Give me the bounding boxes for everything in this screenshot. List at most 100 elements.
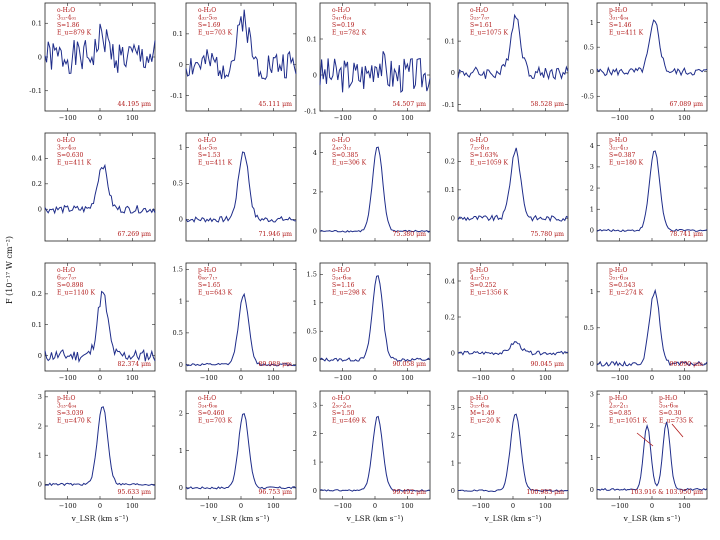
y-tick-label: 0.2 [32, 290, 43, 298]
y-tick-label: 0 [590, 227, 594, 235]
x-axis-label: v_LSR (km s⁻¹) [623, 514, 681, 523]
line-annotation: S=1.46 [609, 22, 632, 29]
line-annotation: o-H₂O [198, 7, 216, 14]
line-annotation: o-H₂O [198, 395, 216, 402]
y-tick-label: 0 [313, 227, 317, 235]
line-annotation: E_u=703 K [198, 30, 233, 37]
x-tick-label: 0 [98, 502, 102, 510]
line-annotation: E_u=298 K [332, 290, 367, 297]
x-tick-label: 100 [539, 374, 552, 382]
y-tick-label: 3 [590, 390, 594, 398]
y-tick-label: 2 [590, 184, 594, 192]
line-annotation: E_u=1140 K [57, 290, 95, 297]
line-annotation: E_u=703 K [198, 418, 233, 425]
line-annotation: 2₂₀-2₁₁ [609, 403, 628, 410]
line-annotation: E_u=411 K [609, 30, 644, 37]
y-tick-label: 0 [451, 349, 455, 357]
wavelength-label: 54.507 μm [392, 101, 426, 108]
line-annotation: p-H₂O [609, 7, 628, 14]
line-annotation: p-H₂O [470, 395, 489, 402]
y-tick-label: -0.1 [304, 107, 317, 115]
wavelength-label: 44.195 μm [117, 101, 151, 108]
line-annotation: 5₂₄-6₀₆ [332, 275, 352, 282]
wavelength-label: 75.380 μm [392, 231, 426, 238]
y-tick-label: 0 [451, 215, 455, 223]
y-tick-label: 0.1 [307, 35, 318, 43]
x-tick-label: −100 [334, 374, 352, 382]
line-annotation: p-H₂O [198, 267, 217, 274]
wavelength-label: 78.741 μm [669, 231, 703, 238]
y-tick-label: -0.1 [442, 101, 455, 109]
x-tick-label: 0 [373, 374, 377, 382]
line-annotation: S=0.630 [57, 152, 83, 159]
line-annotation: E_u=470 K [57, 418, 92, 425]
y-tick-label: 0 [590, 360, 594, 368]
line-annotation: E_u=20 K [470, 418, 501, 425]
y-tick-label: 1 [590, 206, 594, 214]
wavelength-label: 90.090 μm [669, 361, 703, 368]
line-annotation: S=3.039 [57, 410, 83, 417]
y-axis-label: F (10⁻¹⁷ W cm⁻²) [5, 236, 14, 304]
x-tick-label: 0 [650, 502, 654, 510]
line-annotation: E_u=306 K [332, 160, 367, 167]
y-tick-label: 0.1 [173, 30, 184, 38]
wavelength-label: 100.983 μm [527, 489, 565, 496]
line-annotation: 4₃₂-5₀₅ [198, 15, 218, 22]
wavelength-label: 58.528 μm [530, 101, 564, 108]
wavelength-label: 95.633 μm [117, 489, 151, 496]
x-axis-label: v_LSR (km s⁻¹) [484, 514, 542, 523]
y-tick-label: 0 [313, 356, 317, 364]
y-tick-label: 1 [179, 144, 183, 152]
y-tick-label: 1 [179, 447, 183, 455]
y-tick-label: 2 [313, 430, 317, 438]
wavelength-label: 90.045 μm [530, 361, 564, 368]
line-annotation: S=1.63% [470, 152, 498, 159]
line-annotation: 2₄₃-3₁₂ [332, 145, 352, 152]
line-annotation: M=1.49 [470, 410, 495, 417]
y-tick-label: 1 [590, 454, 594, 462]
y-tick-label: -0.1 [170, 92, 183, 100]
line-annotation: o-H₂O [470, 7, 488, 14]
wavelength-label: 103.916 & 103.950 μm [631, 489, 704, 496]
x-tick-label: −100 [472, 502, 490, 510]
y-tick-label: 1.5 [173, 266, 184, 274]
spectrum-trace [457, 413, 569, 493]
y-tick-label: 3 [590, 163, 594, 171]
spectrum-trace [44, 23, 156, 74]
line-annotation: S=0.385 [332, 152, 358, 159]
line-annotation-2: p-H₂O [659, 395, 678, 402]
y-tick-label: -0.5 [581, 93, 594, 101]
line-annotation: p-H₂O [609, 267, 628, 274]
panel-3: −100 0 100 -0.1 0 0.1 o-H₂O5₄₁-6₂₄S=0.19E_u=78… [304, 2, 431, 122]
line-annotation: o-H₂O [57, 267, 75, 274]
line-annotation: p-H₂O [470, 267, 489, 274]
line-annotation: E_u=1075 K [470, 30, 508, 37]
y-tick-label: 0 [590, 486, 594, 494]
spectrum-trace [185, 292, 297, 367]
line-annotation: E_u=411 K [57, 160, 92, 167]
x-tick-label: 100 [126, 502, 139, 510]
x-tick-label: 100 [401, 114, 414, 122]
line-annotation: S=0.19 [332, 22, 355, 29]
y-tick-label: 2 [590, 422, 594, 430]
spectrum-trace [44, 290, 156, 363]
line-annotation: o-H₂O [470, 137, 488, 144]
line-annotation: 5₁₅-6₀₆ [470, 403, 490, 410]
panel-12: −100 0 100 0 0.5 1 1.5 p-H₂O6₀₆-7₁₇S=1.65E_u=64… [173, 262, 297, 382]
line-annotation: S=1.69 [198, 22, 221, 29]
y-tick-label: 0 [179, 484, 183, 492]
x-tick-label: 0 [511, 374, 515, 382]
spectrum-trace [185, 151, 297, 223]
y-tick-label: 0 [38, 352, 42, 360]
annotation-arrow [636, 432, 654, 447]
x-tick-label: 0 [373, 114, 377, 122]
y-tick-label: 2 [451, 432, 455, 440]
y-tick-label: 3 [451, 404, 455, 412]
